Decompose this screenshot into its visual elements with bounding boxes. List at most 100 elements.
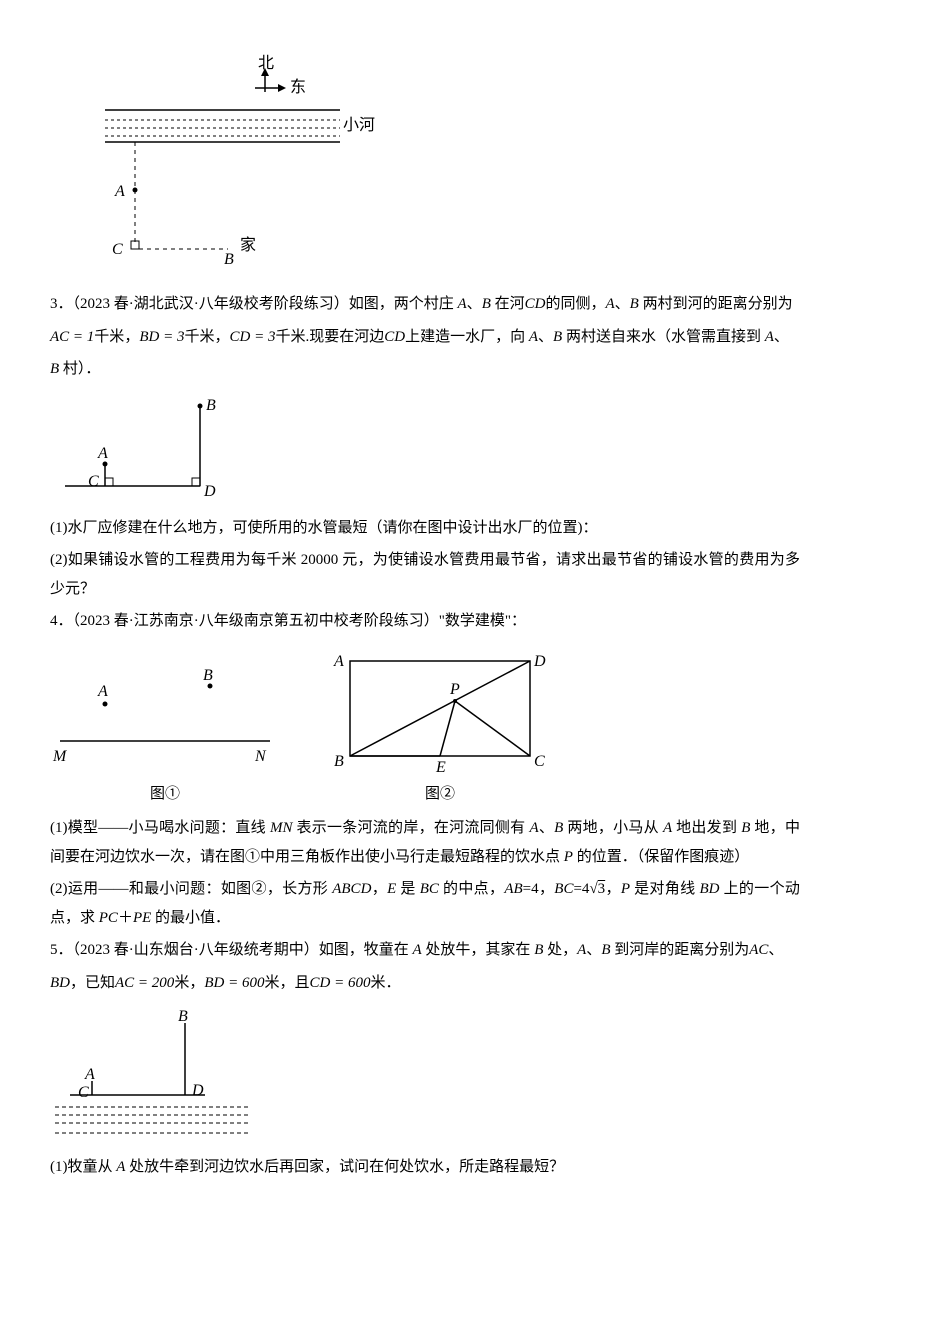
text: ， [605,881,621,897]
sqrt-icon: √ [589,881,597,897]
text: 、 [586,942,601,958]
label-A: A [97,445,108,462]
var-ABCD: ABCD [332,881,371,897]
text: ， [371,881,387,897]
var-BD: BD [50,975,70,991]
figure-q4-1: A B M N 图① [50,666,280,809]
text: 在河 [491,296,525,312]
text: 的最小值． [151,910,230,926]
label-N: N [254,748,267,765]
var-MN: MN [270,820,293,836]
text: 、 [774,329,789,345]
label-D: D [533,653,546,670]
var-AC: AC [749,942,768,958]
text: 、 [538,329,553,345]
label-home: 家 [240,236,256,254]
var-B: B [630,296,639,312]
q5-sub1: (1)牧童从 A 处放牛牵到河边饮水后再回家，试问在何处饮水，所走路程最短？ [50,1153,800,1182]
label-B: B [206,397,216,414]
q3-line2: AC = 1千米，BD = 3千米，CD = 3千米.现要在河边CD上建造一水厂… [50,323,800,352]
figure-q5: B A C D [50,1007,800,1147]
var-B: B [50,361,59,377]
text: 是对角线 [630,881,700,897]
q3-sub1: (1)水厂应修建在什么地方，可使所用的水管最短（请你在图中设计出水厂的位置)： [50,514,800,543]
text: 两村送自来水（水管需直接到 [562,329,765,345]
text: 地出发到 [672,820,741,836]
var-A: A [605,296,614,312]
text: =4 [573,881,589,897]
text: 的位置．（保留作图痕迹） [573,849,749,865]
label-B: B [203,667,213,684]
text: 5．（2023 春·山东烟台·八年级统考期中）如图，牧童在 [50,942,413,958]
var-B: B [482,296,491,312]
var-BC: BC [420,881,439,897]
label-C: C [112,241,123,258]
label-D: D [203,483,216,500]
label-E: E [435,759,446,776]
text: 到河岸的距离分别为 [610,942,749,958]
var-P: P [621,881,630,897]
label-C: C [88,473,99,490]
q4-sub1: (1)模型——小马喝水问题：直线 MN 表示一条河流的岸，在河流同侧有 A、B … [50,814,800,871]
var-CD: CD [384,329,405,345]
label-A: A [114,183,125,200]
var-E: E [387,881,396,897]
text: 处放牛牵到河边饮水后再回家，试问在何处饮水，所走路程最短？ [125,1159,564,1175]
text: .现要在河边 [305,329,384,345]
eq: BD = 600 [204,975,264,991]
eq: CD = 3 [229,329,275,345]
figure-q3: B A C D [60,394,800,504]
fig2-label: 图② [425,780,455,809]
q3-sub2: (2)如果铺设水管的工程费用为每千米 20000 元，为使铺设水管费用最节省，请… [50,546,800,603]
var-AB: AB [504,881,522,897]
var-A: A [529,820,538,836]
text: 是 [396,881,420,897]
label-A: A [84,1066,95,1083]
text: 的中点， [439,881,504,897]
text: (1)牧童从 [50,1159,116,1175]
var-B: B [553,329,562,345]
q4-sub2: (2)运用——和最小问题：如图②，长方形 ABCD，E 是 BC 的中点，AB=… [50,875,800,932]
text: 千米 [184,329,214,345]
var-PC: PC [99,910,118,926]
text: 米 [370,975,385,991]
text: ， [189,975,204,991]
text: 千米 [94,329,124,345]
text: ，已知 [70,975,115,991]
text: ＋ [118,910,133,926]
text: ，且 [279,975,309,991]
var-BD: BD [700,881,720,897]
var-A: A [765,329,774,345]
var-A: A [413,942,422,958]
label-north: 北 [258,54,274,72]
text: 上建造一水厂，向 [405,329,529,345]
label-M: M [52,748,68,765]
label-river: 小河 [343,116,375,134]
text: 村）． [59,361,100,377]
text: 千米 [275,329,305,345]
text: ， [214,329,229,345]
var-A: A [577,942,586,958]
text: (1)模型——小马喝水问题：直线 [50,820,270,836]
eq: AC = 1 [50,329,94,345]
text: ， [124,329,139,345]
text: 、 [467,296,482,312]
var-BC: BC [554,881,573,897]
text: =4， [523,881,555,897]
fig1-label: 图① [150,780,180,809]
text: 米 [264,975,279,991]
q3-line3: B 村）． [50,355,800,384]
var-A: A [458,296,467,312]
label-B: B [334,753,344,770]
text: ． [385,975,400,991]
eq: AC = 200 [115,975,174,991]
var-PE: PE [133,910,151,926]
text: 米 [174,975,189,991]
label-east: 东 [290,78,306,96]
text: 处， [543,942,577,958]
text: 处放牛，其家在 [422,942,535,958]
figure-row-q4: A B M N 图① A D B C E P 图② [50,646,800,809]
text: (2)运用——和最小问题：如图②，长方形 [50,881,332,897]
label-B: B [178,1008,188,1025]
text: 、 [539,820,555,836]
